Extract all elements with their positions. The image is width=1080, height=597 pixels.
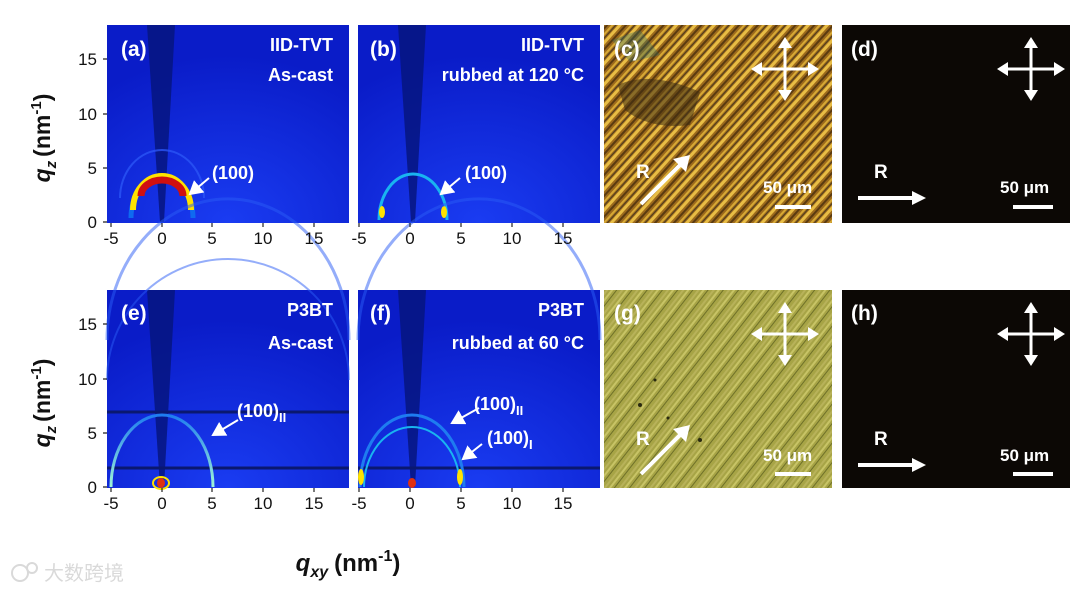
x-tick-label: -5 <box>351 494 366 513</box>
peak-label-b: (100) <box>465 163 507 183</box>
x-tick-label: 10 <box>503 494 522 513</box>
y-tick-label: 15 <box>78 50 97 69</box>
specular-shadow <box>398 290 426 487</box>
specular-shadow <box>147 290 175 487</box>
rubbing-direction-d: R <box>874 162 888 183</box>
panel-a <box>107 25 349 223</box>
panel-g <box>604 290 832 488</box>
axis-ticks: 15 15 10 10 5 5 0 0 -5 0 5 10 15 -5 0 5 10 15 -5 0 5 10 15 -5 0 5… <box>78 50 572 513</box>
peak-label-f-ii: (100)II <box>474 394 523 418</box>
panel-label-a: (a) <box>121 38 147 61</box>
x-tick-label: 0 <box>405 494 414 513</box>
axis-tick-marks <box>103 58 564 492</box>
panel-label-d: (d) <box>851 38 878 61</box>
watermark-logo-icon <box>11 564 29 582</box>
y-axis-label-top: qz(nm-1) <box>28 94 60 183</box>
panel-f <box>356 197 602 488</box>
y-tick-label: 0 <box>88 478 97 497</box>
scalebar-label-g: 50 μm <box>763 446 812 465</box>
y-tick-label: 10 <box>78 370 97 389</box>
specular-shadow <box>398 25 426 222</box>
x-tick-label: 0 <box>157 494 166 513</box>
condition-label-e: As-cast <box>268 333 333 353</box>
y-tick-label: 15 <box>78 315 97 334</box>
condition-label-b: rubbed at 120 °C <box>442 65 584 85</box>
panel-label-e: (e) <box>121 302 147 325</box>
x-tick-label: 15 <box>305 494 324 513</box>
rubbing-direction-c: R <box>636 162 650 183</box>
x-tick-label: -5 <box>103 494 118 513</box>
x-tick-label: 15 <box>554 229 573 248</box>
y-axis-label-bottom: qz(nm-1) <box>28 359 60 448</box>
y-tick-label: 10 <box>78 105 97 124</box>
x-tick-label: 5 <box>207 229 216 248</box>
panel-c <box>604 25 832 223</box>
panel-label-f: (f) <box>370 302 391 325</box>
x-axis-label: qxy (nm-1) <box>296 548 401 581</box>
x-tick-label: 0 <box>405 229 414 248</box>
material-label-f: P3BT <box>538 300 584 320</box>
panel-e <box>105 197 351 490</box>
x-tick-label: 10 <box>254 229 273 248</box>
watermark: 大数跨境 <box>11 562 124 585</box>
condition-label-f: rubbed at 60 °C <box>452 333 584 353</box>
x-tick-label: -5 <box>351 229 366 248</box>
peak-label-a: (100) <box>212 163 254 183</box>
panel-label-b: (b) <box>370 38 397 61</box>
material-label-b: IID-TVT <box>521 35 584 55</box>
specular-shadow <box>147 25 175 222</box>
y-tick-label: 5 <box>88 424 97 443</box>
peak-label-f-i: (100)I <box>487 428 533 452</box>
x-tick-label: 15 <box>305 229 324 248</box>
material-label-a: IID-TVT <box>270 35 333 55</box>
rubbing-direction-h: R <box>874 429 888 450</box>
x-tick-label: 5 <box>456 494 465 513</box>
y-tick-label: 5 <box>88 159 97 178</box>
x-tick-label: 0 <box>157 229 166 248</box>
watermark-text: 大数跨境 <box>44 562 124 585</box>
panel-b <box>358 25 600 223</box>
panel-h <box>842 290 1070 488</box>
panel-label-h: (h) <box>851 302 878 325</box>
panel-label-g: (g) <box>614 302 641 325</box>
x-tick-label: -5 <box>103 229 118 248</box>
peak-label-e: (100)II <box>237 401 286 425</box>
panel-label-c: (c) <box>614 38 640 61</box>
x-tick-label: 5 <box>456 229 465 248</box>
x-tick-label: 5 <box>207 494 216 513</box>
y-tick-label: 0 <box>88 213 97 232</box>
x-tick-label: 10 <box>503 229 522 248</box>
x-tick-label: 15 <box>554 494 573 513</box>
scalebar-label-c: 50 μm <box>763 178 812 197</box>
scalebar-label-d: 50 μm <box>1000 178 1049 197</box>
condition-label-a: As-cast <box>268 65 333 85</box>
material-label-e: P3BT <box>287 300 333 320</box>
panel-d <box>842 25 1070 223</box>
rubbing-direction-g: R <box>636 429 650 450</box>
scalebar-label-h: 50 μm <box>1000 446 1049 465</box>
x-tick-label: 10 <box>254 494 273 513</box>
